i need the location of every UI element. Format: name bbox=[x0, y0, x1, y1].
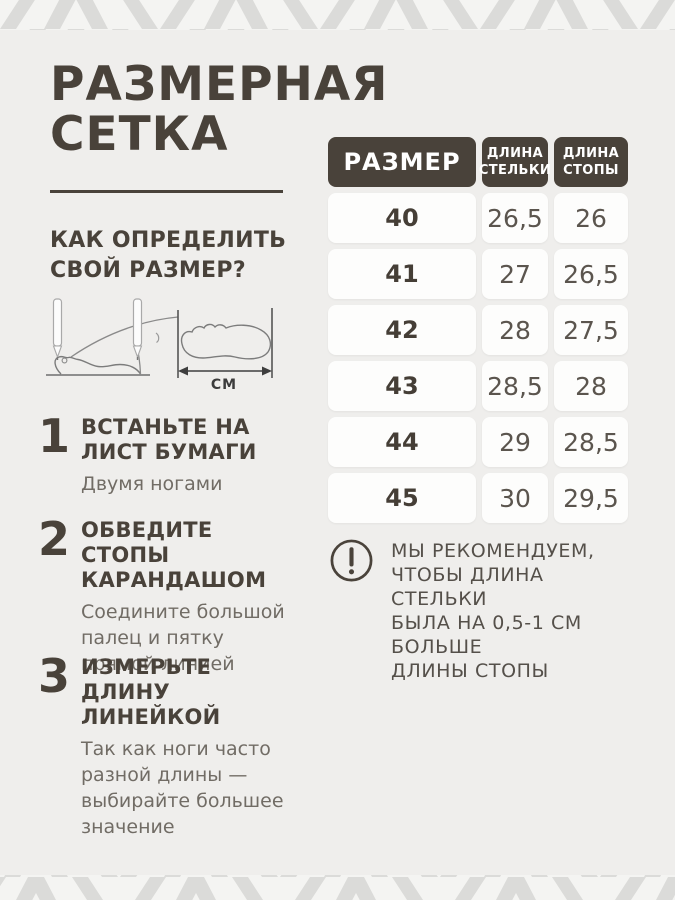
size-cell: 41 bbox=[328, 249, 476, 299]
insole-length-cell: 29 bbox=[482, 417, 548, 467]
table-header-insole-length: ДЛИНА СТЕЛЬКИ bbox=[478, 137, 552, 187]
top-zigzag-border bbox=[0, 0, 675, 30]
step-item-3: 3 ИЗМЕРЬТЕ ДЛИНУ ЛИНЕЙКОЙ Так как ноги ч… bbox=[38, 649, 290, 840]
step-heading-line: ВСТАНЬТЕ НА bbox=[81, 415, 250, 439]
recommendation-note: МЫ РЕКОМЕНДУЕМ, ЧТОБЫ ДЛИНА СТЕЛЬКИ БЫЛА… bbox=[328, 536, 638, 683]
step-number: 3 bbox=[38, 649, 71, 703]
table-header-size: РАЗМЕР bbox=[328, 137, 476, 187]
foot-length-cell: 26 bbox=[554, 193, 628, 243]
step-item-1: 1 ВСТАНЬТЕ НА ЛИСТ БУМАГИ Двумя ногами bbox=[38, 409, 290, 497]
foot-length-cell: 28 bbox=[554, 361, 628, 411]
step-heading: ВСТАНЬТЕ НА ЛИСТ БУМАГИ bbox=[81, 415, 257, 465]
step-number: 1 bbox=[38, 409, 71, 463]
size-cell: 43 bbox=[328, 361, 476, 411]
page-title: РАЗМЕРНАЯ СЕТКА bbox=[50, 60, 388, 160]
table-header-foot-length: ДЛИНА СТОПЫ bbox=[554, 137, 628, 187]
step-description: Двумя ногами bbox=[81, 473, 223, 495]
foot-length-cell: 27,5 bbox=[554, 305, 628, 355]
note-line: МЫ РЕКОМЕНДУЕМ, bbox=[391, 540, 595, 562]
page-title-line2: СЕТКА bbox=[50, 107, 229, 162]
pencil-icon bbox=[52, 298, 63, 360]
table-header-label: СТЕЛЬКИ bbox=[478, 163, 552, 178]
step-description: Соедините большой палец и пятку прямой л… bbox=[81, 601, 285, 675]
note-line: ЧТОБЫ ДЛИНА СТЕЛЬКИ bbox=[391, 564, 544, 610]
bottom-zigzag-border bbox=[0, 875, 675, 900]
step-heading: ИЗМЕРЬТЕ ДЛИНУ ЛИНЕЙКОЙ bbox=[81, 655, 290, 730]
table-header-label: ДЛИНА bbox=[562, 146, 620, 161]
table-header-label: РАЗМЕР bbox=[343, 148, 461, 176]
note-line: БЫЛА НА 0,5-1 СМ БОЛЬШЕ bbox=[391, 612, 582, 658]
insole-length-cell: 28,5 bbox=[482, 361, 548, 411]
exclamation-circle-icon bbox=[330, 539, 373, 582]
title-divider bbox=[50, 190, 283, 193]
recommendation-note-text: МЫ РЕКОМЕНДУЕМ, ЧТОБЫ ДЛИНА СТЕЛЬКИ БЫЛА… bbox=[391, 536, 638, 683]
insole-length-cell: 26,5 bbox=[482, 193, 548, 243]
step-heading-line: ЛИНЕЙКОЙ bbox=[81, 705, 221, 729]
step-heading-line: ИЗМЕРЬТЕ ДЛИНУ bbox=[81, 655, 212, 704]
step-description: Так как ноги часто разной длины — выбира… bbox=[81, 738, 284, 838]
size-cell: 40 bbox=[328, 193, 476, 243]
foot-length-cell: 29,5 bbox=[554, 473, 628, 523]
foot-length-cell: 26,5 bbox=[554, 249, 628, 299]
note-line: ДЛИНЫ СТОПЫ bbox=[391, 660, 549, 682]
pencil-icon bbox=[132, 298, 143, 360]
foot-side-with-pencils-illustration bbox=[46, 298, 179, 376]
table-header-label: ДЛИНА bbox=[486, 146, 544, 161]
insole-length-cell: 30 bbox=[482, 473, 548, 523]
page-title-line1: РАЗМЕРНАЯ bbox=[50, 57, 389, 112]
step-heading: ОБВЕДИТЕ СТОПЫ КАРАНДАШОМ bbox=[81, 518, 290, 593]
cm-unit-label: СМ bbox=[210, 377, 238, 393]
footprint-length-measure-illustration bbox=[177, 308, 273, 378]
size-cell: 42 bbox=[328, 305, 476, 355]
step-heading-line: ЛИСТ БУМАГИ bbox=[81, 440, 257, 464]
how-to-measure-heading-line2: СВОЙ РАЗМЕР? bbox=[50, 258, 246, 283]
insole-length-cell: 28 bbox=[482, 305, 548, 355]
step-heading-line: ОБВЕДИТЕ СТОПЫ bbox=[81, 518, 213, 567]
step-number: 2 bbox=[38, 512, 71, 566]
how-to-measure-heading-line1: КАК ОПРЕДЕЛИТЬ bbox=[50, 228, 287, 253]
foot-length-cell: 28,5 bbox=[554, 417, 628, 467]
size-cell: 45 bbox=[328, 473, 476, 523]
step-item-2: 2 ОБВЕДИТЕ СТОПЫ КАРАНДАШОМ Соедините бо… bbox=[38, 512, 290, 677]
table-header-label: СТОПЫ bbox=[563, 163, 619, 178]
step-heading-line: КАРАНДАШОМ bbox=[81, 568, 267, 592]
size-cell: 44 bbox=[328, 417, 476, 467]
insole-length-cell: 27 bbox=[482, 249, 548, 299]
size-table: РАЗМЕР ДЛИНА СТЕЛЬКИ ДЛИНА СТОПЫ 40 26,5… bbox=[328, 137, 628, 523]
how-to-measure-heading: КАК ОПРЕДЕЛИТЬ СВОЙ РАЗМЕР? bbox=[50, 226, 286, 286]
